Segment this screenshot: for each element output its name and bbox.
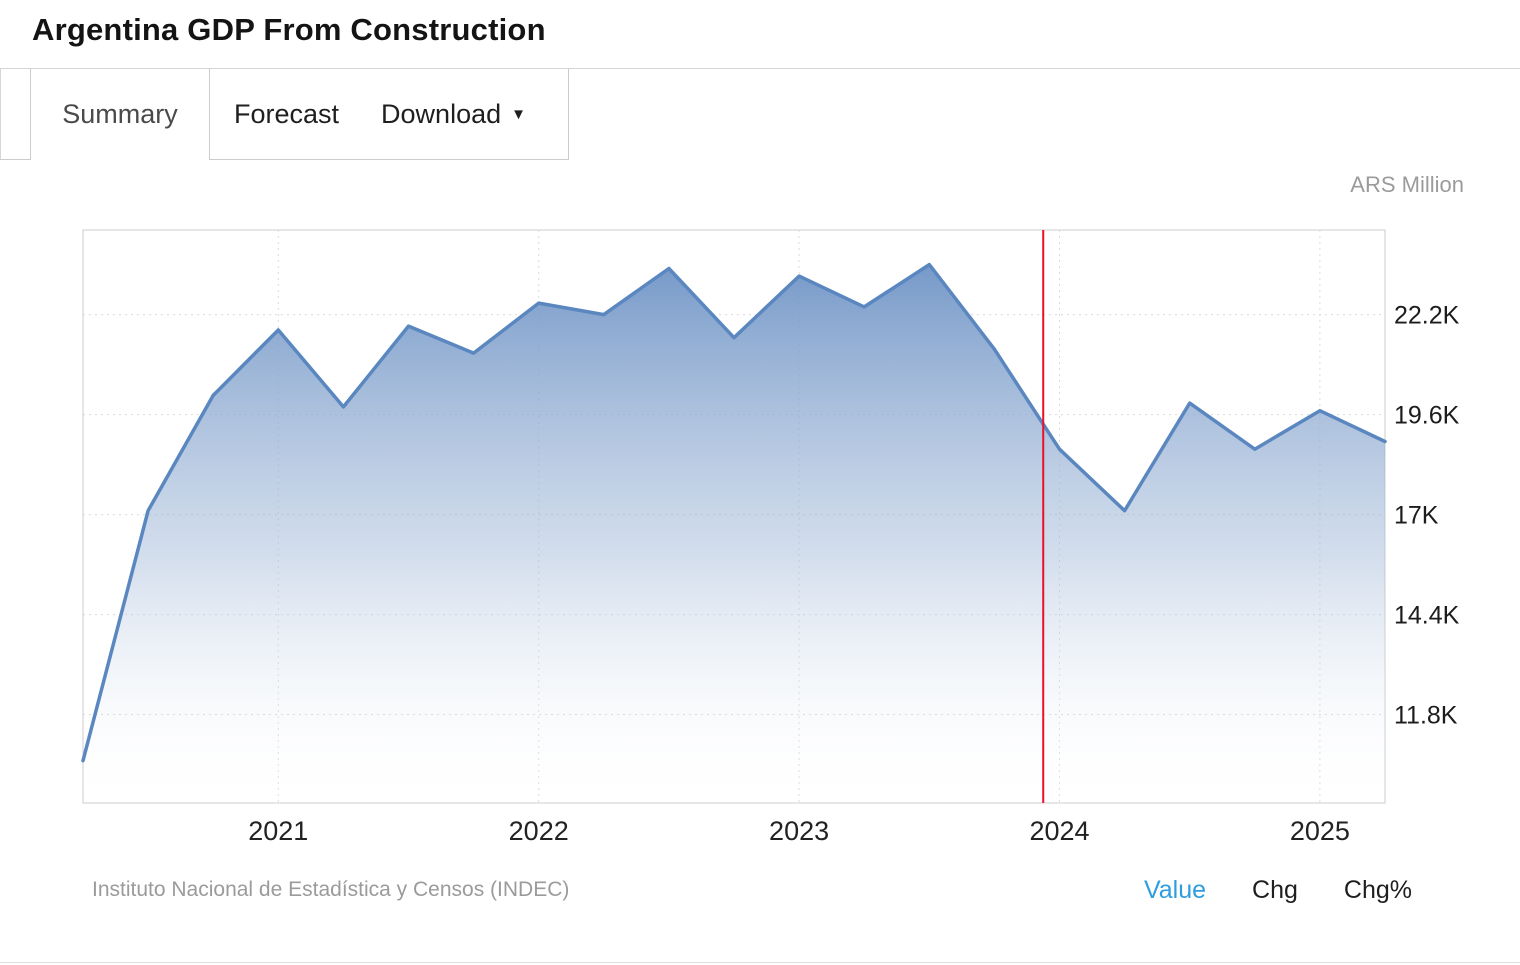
svg-text:2021: 2021 (248, 816, 308, 846)
svg-text:22.2K: 22.2K (1394, 302, 1460, 330)
svg-text:11.8K: 11.8K (1394, 702, 1458, 730)
tab-download[interactable]: Download ▼ (381, 99, 526, 130)
chevron-down-icon: ▼ (511, 105, 526, 123)
tab-bar: Summary Forecast Download ▼ (30, 69, 569, 160)
svg-text:14.4K: 14.4K (1394, 602, 1460, 630)
download-label: Download (381, 98, 502, 129)
tabbar-left-rule (0, 159, 30, 160)
page-bottom-divider (0, 962, 1520, 963)
tab-summary[interactable]: Summary (30, 69, 210, 160)
source-label: Instituto Nacional de Estadística y Cens… (92, 878, 570, 901)
legend-item-value[interactable]: Value (1143, 876, 1207, 904)
legend-item-chg[interactable]: Chg (1252, 876, 1298, 904)
svg-text:2025: 2025 (1290, 816, 1350, 846)
legend-item-chg-pct[interactable]: Chg% (1343, 876, 1412, 904)
svg-text:2024: 2024 (1029, 816, 1089, 846)
legend: Value Chg Chg% (1144, 876, 1412, 905)
svg-text:2022: 2022 (509, 816, 569, 846)
tab-group: Forecast Download ▼ (210, 69, 569, 160)
tab-forecast[interactable]: Forecast (234, 98, 340, 129)
unit-label: ARS Million (1350, 172, 1464, 197)
svg-text:2023: 2023 (769, 816, 829, 846)
left-edge-border (0, 68, 1, 160)
page-title: Argentina GDP From Construction (32, 12, 546, 47)
svg-text:19.6K: 19.6K (1394, 402, 1460, 430)
svg-text:17K: 17K (1394, 502, 1439, 530)
header-divider (0, 68, 1520, 69)
